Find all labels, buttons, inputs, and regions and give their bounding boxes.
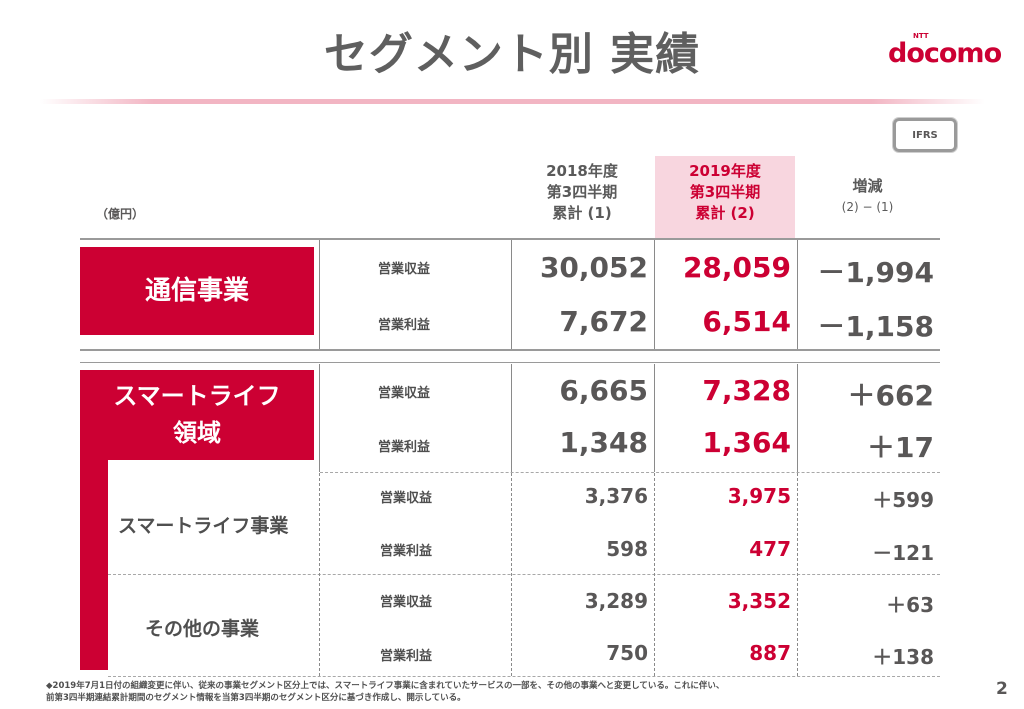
smartlife-business-revenue-2018: 3,376	[584, 484, 648, 508]
smartlife-business-profit-2019: 477	[749, 537, 791, 561]
col2-line2: 第3四半期	[689, 183, 761, 201]
col2-line3: 累計 (2)	[695, 204, 755, 222]
other-business-revenue-diff: ＋63	[886, 593, 934, 617]
other-business-label: その他の事業	[145, 618, 260, 640]
logo-main-text: docomo	[888, 38, 1002, 69]
smartlife-profit-label: 営業利益	[378, 440, 431, 455]
column-header-diff: 増減 (2) − (1)	[800, 176, 935, 218]
vsep-2019-sub	[654, 473, 655, 676]
ifrs-badge: IFRS	[893, 118, 957, 152]
smartlife-business-profit-diff: －121	[872, 541, 934, 565]
segment-smartlife-label: スマートライフ 領域	[80, 370, 314, 460]
vsep-label-sub	[319, 473, 320, 676]
smartlife-business-revenue-label: 営業収益	[380, 491, 433, 506]
vsep-label-telecom	[319, 240, 320, 349]
smartlife-profit-diff: ＋17	[867, 431, 934, 464]
vsep-diff-smartlife	[797, 364, 798, 472]
col2-line1: 2019年度	[689, 162, 761, 180]
smartlife-divider	[320, 472, 940, 473]
segment-smartlife-line1: スマートライフ	[113, 382, 281, 410]
page-title: セグメント別 実績	[323, 29, 701, 80]
vsep-diff-telecom	[797, 240, 798, 349]
table-top-rule	[80, 238, 940, 240]
vsep-2019-telecom	[654, 240, 655, 349]
telecom-profit-2018: 7,672	[559, 305, 648, 338]
column-2019-highlight	[655, 156, 795, 238]
col1-line3: 累計 (1)	[552, 204, 612, 222]
telecom-profit-label: 営業利益	[378, 318, 431, 333]
telecom-profit-diff: －1,158	[817, 310, 934, 343]
smartlife-revenue-label: 営業収益	[378, 386, 431, 401]
segment-smartlife-line2: 領域	[173, 419, 221, 447]
unit-label: （億円）	[96, 207, 145, 221]
title-underline	[40, 99, 985, 104]
other-business-revenue-2019: 3,352	[727, 589, 791, 613]
column-header-2018: 2018年度 第3四半期 累計 (1)	[512, 161, 652, 224]
smartlife-revenue-diff: ＋662	[847, 379, 934, 412]
other-business-profit-label: 営業利益	[380, 649, 433, 664]
telecom-revenue-diff: －1,994	[817, 256, 934, 289]
segment-telecom-label: 通信事業	[80, 247, 314, 335]
col3-line1: 増減	[852, 177, 883, 195]
telecom-revenue-label: 営業収益	[378, 262, 431, 277]
other-business-revenue-label: 営業収益	[380, 595, 433, 610]
smartlife-business-revenue-2019: 3,975	[727, 484, 791, 508]
telecom-bottom-rule	[80, 349, 940, 351]
page-number: 2	[996, 679, 1008, 699]
telecom-profit-2019: 6,514	[702, 305, 791, 338]
vsep-2018-telecom	[511, 240, 512, 349]
telecom-revenue-2019: 28,059	[682, 251, 791, 284]
vsep-2018-sub	[511, 473, 512, 676]
footnote-line2: 前第3四半期連結累計期間のセグメント情報を当第3四半期のセグメント区分に基づき作…	[46, 693, 466, 703]
smartlife-business-profit-2018: 598	[606, 537, 648, 561]
other-business-revenue-2018: 3,289	[584, 589, 648, 613]
vsep-2018-smartlife	[511, 364, 512, 472]
other-business-profit-diff: ＋138	[872, 645, 934, 669]
vsep-2019-smartlife	[654, 364, 655, 472]
smartlife-business-revenue-diff: ＋599	[872, 488, 934, 512]
col1-line2: 第3四半期	[546, 183, 618, 201]
col3-line2: (2) − (1)	[841, 200, 894, 214]
vsep-label-smartlife	[319, 364, 320, 472]
smartlife-revenue-2018: 6,665	[559, 374, 648, 407]
docomo-logo: NTT docomo	[888, 32, 1002, 70]
telecom-revenue-2018: 30,052	[539, 251, 648, 284]
smartlife-business-label: スマートライフ事業	[118, 515, 289, 537]
smartlife-revenue-2019: 7,328	[702, 374, 791, 407]
other-business-profit-2019: 887	[749, 641, 791, 665]
smartlife-profit-2018: 1,348	[559, 426, 648, 459]
smartlife-profit-2019: 1,364	[702, 426, 791, 459]
other-business-profit-2018: 750	[606, 641, 648, 665]
business-divider	[108, 574, 940, 575]
footnote: ◆2019年7月1日付の組織変更に伴い、従来の事業セグメント区分上では、スマート…	[46, 680, 724, 704]
smartlife-top-rule	[80, 362, 940, 363]
column-header-2019: 2019年度 第3四半期 累計 (2)	[655, 161, 795, 224]
segment-smartlife-bracket	[80, 458, 108, 670]
logo-ntt-text: NTT	[913, 32, 929, 40]
smartlife-business-profit-label: 営業利益	[380, 544, 433, 559]
footnote-line1: ◆2019年7月1日付の組織変更に伴い、従来の事業セグメント区分上では、スマート…	[46, 681, 725, 691]
col1-line1: 2018年度	[546, 162, 618, 180]
vsep-diff-sub	[797, 473, 798, 676]
table-bottom-rule	[108, 676, 940, 677]
